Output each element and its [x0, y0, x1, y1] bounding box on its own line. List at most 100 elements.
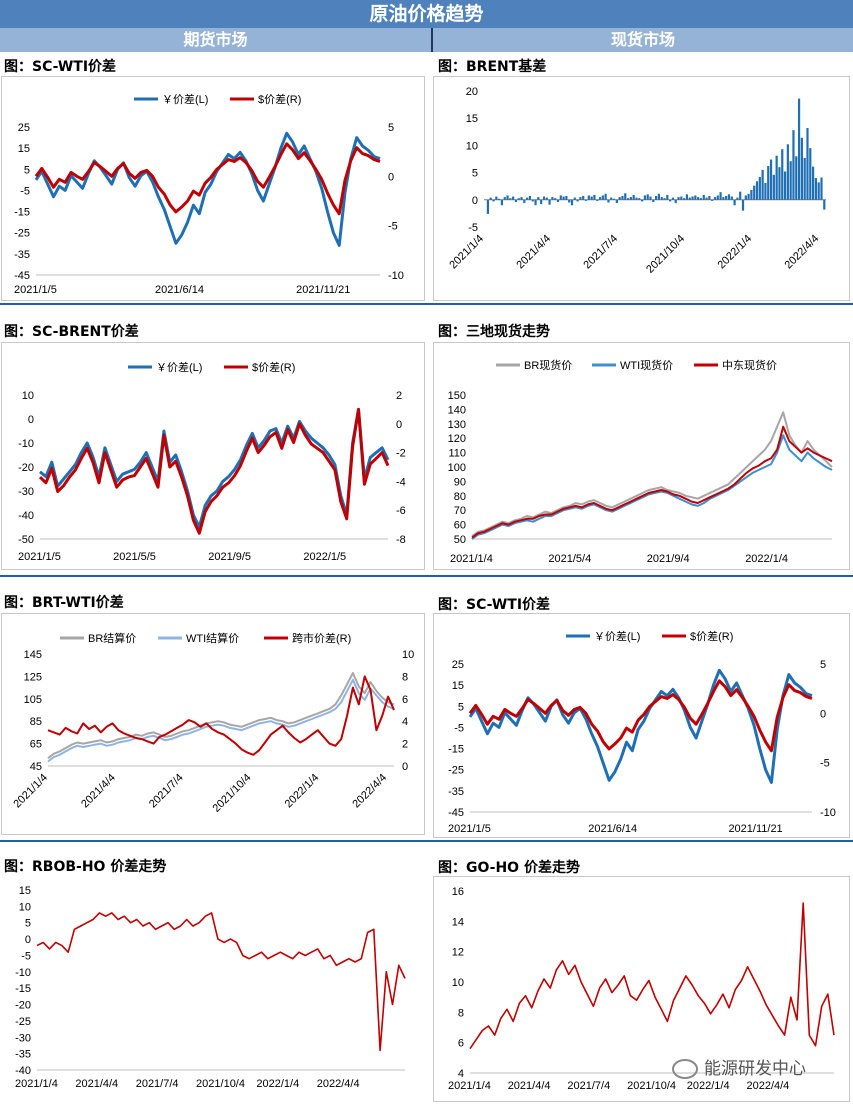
- bar: [596, 199, 599, 201]
- series-line: [469, 902, 835, 1050]
- y2-tick-label: 4: [402, 716, 408, 728]
- y-tick-label: -10: [15, 967, 31, 979]
- chart-sc-wti: 25 15 5 -5 -15 -25 -35 -45 5 0 -5 -10 2021/1/5 2021/6…: [1, 76, 425, 301]
- chart-title-spot-three: 图：三地现货走势: [438, 324, 550, 340]
- bar: [629, 197, 632, 200]
- y2-tick-label: -6: [396, 505, 406, 517]
- bar: [660, 197, 663, 200]
- y2-tick-label: 5: [820, 659, 826, 671]
- watermark: 能源研发中心: [672, 1054, 806, 1079]
- bar: [716, 195, 719, 200]
- y-tick-label: 15: [19, 885, 31, 897]
- x-tick-label: 2021/11/21: [728, 823, 782, 835]
- bar: [498, 198, 501, 200]
- y-tick-label: -20: [18, 462, 34, 474]
- y2-tick-label: 2: [396, 390, 402, 402]
- bar: [755, 181, 759, 200]
- bar: [669, 199, 672, 202]
- y-tick-label: 5: [24, 164, 30, 176]
- bar: [582, 195, 585, 200]
- bar: [797, 98, 801, 200]
- y2-tick-label: 0: [388, 171, 394, 183]
- x-tick-label: 2022/1/4: [745, 553, 788, 565]
- bar: [725, 195, 728, 200]
- y2-tick-label: 2: [402, 739, 408, 751]
- series-line: [471, 411, 833, 537]
- page-title: 原油价格趋势: [0, 0, 853, 28]
- y-tick-label: -25: [15, 1016, 31, 1028]
- bar: [758, 176, 761, 200]
- y-tick-label: 125: [24, 671, 42, 683]
- bar: [570, 199, 574, 206]
- bar: [534, 199, 537, 206]
- x-tick-label: 2021/1/4: [11, 772, 50, 811]
- chart-title-rbob-ho: 图：RBOB-HO 价差走势: [4, 859, 167, 875]
- y-tick-label: -20: [15, 1000, 31, 1012]
- bar: [722, 197, 725, 200]
- x-tick-label: 2021/7/4: [136, 1078, 179, 1090]
- y2-tick-label: 8: [402, 671, 408, 683]
- bar: [598, 197, 602, 200]
- bar: [657, 193, 661, 200]
- x-tick-label: 2022/4/4: [350, 772, 389, 811]
- chart-spot-three: 150 140 130 120 110 100 90 80 70 60 50 2021/1/4 2021…: [433, 342, 850, 570]
- bar: [615, 199, 618, 204]
- bar: [800, 137, 803, 200]
- legend-label: WTI现货价: [620, 358, 673, 372]
- wechat-icon: [672, 1059, 698, 1079]
- x-tick-label: 2022/1/4: [256, 1078, 299, 1090]
- legend-label: BR结算价: [88, 631, 136, 645]
- bar: [719, 192, 722, 200]
- y-tick-label: 90: [454, 476, 466, 488]
- bar: [820, 177, 823, 200]
- y-tick-label: 5: [25, 918, 31, 930]
- y-tick-label: 85: [30, 716, 42, 728]
- x-tick-label: 2021/1/5: [18, 551, 61, 563]
- bar: [540, 199, 543, 205]
- bar: [649, 196, 652, 200]
- bar: [683, 198, 686, 200]
- y-tick-label: -40: [15, 1065, 31, 1077]
- x-tick-label: 2021/9/4: [647, 553, 690, 565]
- y2-tick-label: -10: [388, 270, 404, 282]
- y-tick-label: -15: [448, 744, 464, 756]
- x-tick-label: 2022/1/5: [303, 551, 346, 563]
- bar: [643, 195, 646, 200]
- y-tick-label: 10: [466, 140, 478, 152]
- y-tick-label: 14: [452, 916, 464, 928]
- y-tick-label: 70: [454, 505, 466, 517]
- y-tick-label: 80: [454, 491, 466, 503]
- y-tick-label: 130: [448, 419, 466, 431]
- y2-tick-label: 0: [402, 761, 408, 773]
- y-tick-label: 25: [452, 659, 464, 671]
- series-line: [39, 407, 390, 529]
- x-tick-label: 2021/11/21: [296, 284, 350, 296]
- bar: [587, 195, 590, 200]
- bar: [685, 194, 689, 200]
- bar: [814, 178, 817, 200]
- x-tick-label: 2022/4/4: [317, 1078, 360, 1090]
- bar: [809, 148, 812, 200]
- bar: [666, 194, 669, 200]
- bar: [786, 144, 789, 200]
- series-line: [468, 668, 813, 784]
- y-tick-label: 6: [458, 1038, 464, 1050]
- y-tick-label: 110: [448, 448, 466, 460]
- bar: [708, 195, 711, 200]
- bar: [626, 198, 630, 200]
- bar: [713, 197, 717, 200]
- y-tick-label: -10: [18, 438, 34, 450]
- x-tick-label: 2022/4/4: [783, 233, 822, 272]
- bar: [618, 197, 621, 200]
- bar: [559, 195, 562, 200]
- bar: [730, 196, 733, 200]
- bar: [691, 196, 694, 200]
- watermark-text: 能源研发中心: [704, 1059, 806, 1079]
- bar: [489, 197, 492, 200]
- x-tick-label: 2021/7/4: [147, 772, 186, 811]
- series-line: [471, 425, 833, 539]
- bar: [741, 199, 745, 211]
- x-tick-label: 2022/1/4: [687, 1080, 730, 1092]
- y-tick-label: 15: [452, 680, 464, 692]
